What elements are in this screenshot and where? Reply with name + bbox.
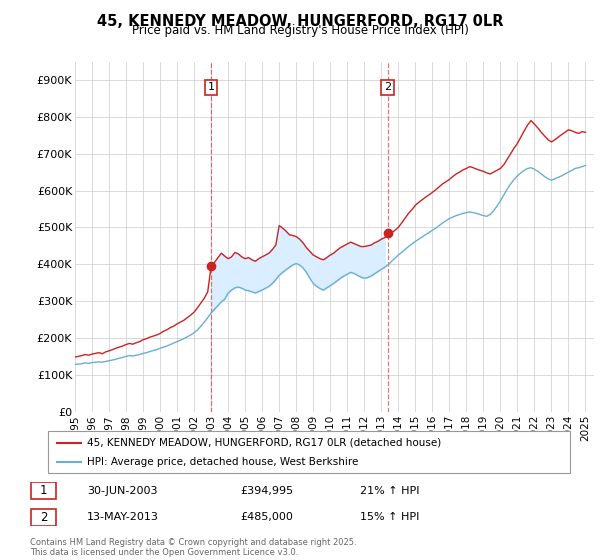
Text: HPI: Average price, detached house, West Berkshire: HPI: Average price, detached house, West…	[87, 457, 359, 467]
Text: Price paid vs. HM Land Registry's House Price Index (HPI): Price paid vs. HM Land Registry's House …	[131, 24, 469, 36]
Text: 1: 1	[208, 82, 215, 92]
Text: 45, KENNEDY MEADOW, HUNGERFORD, RG17 0LR: 45, KENNEDY MEADOW, HUNGERFORD, RG17 0LR	[97, 14, 503, 29]
Text: £485,000: £485,000	[240, 512, 293, 522]
Text: 15% ↑ HPI: 15% ↑ HPI	[360, 512, 419, 522]
Text: Contains HM Land Registry data © Crown copyright and database right 2025.
This d: Contains HM Land Registry data © Crown c…	[30, 538, 356, 557]
FancyBboxPatch shape	[31, 483, 56, 498]
Text: £394,995: £394,995	[240, 486, 293, 496]
Text: 30-JUN-2003: 30-JUN-2003	[87, 486, 157, 496]
Text: 21% ↑ HPI: 21% ↑ HPI	[360, 486, 419, 496]
Text: 2: 2	[40, 511, 47, 524]
FancyBboxPatch shape	[48, 431, 570, 473]
Text: 2: 2	[384, 82, 391, 92]
FancyBboxPatch shape	[31, 510, 56, 525]
Text: 1: 1	[40, 484, 47, 497]
Text: 13-MAY-2013: 13-MAY-2013	[87, 512, 159, 522]
Text: 45, KENNEDY MEADOW, HUNGERFORD, RG17 0LR (detached house): 45, KENNEDY MEADOW, HUNGERFORD, RG17 0LR…	[87, 437, 442, 447]
